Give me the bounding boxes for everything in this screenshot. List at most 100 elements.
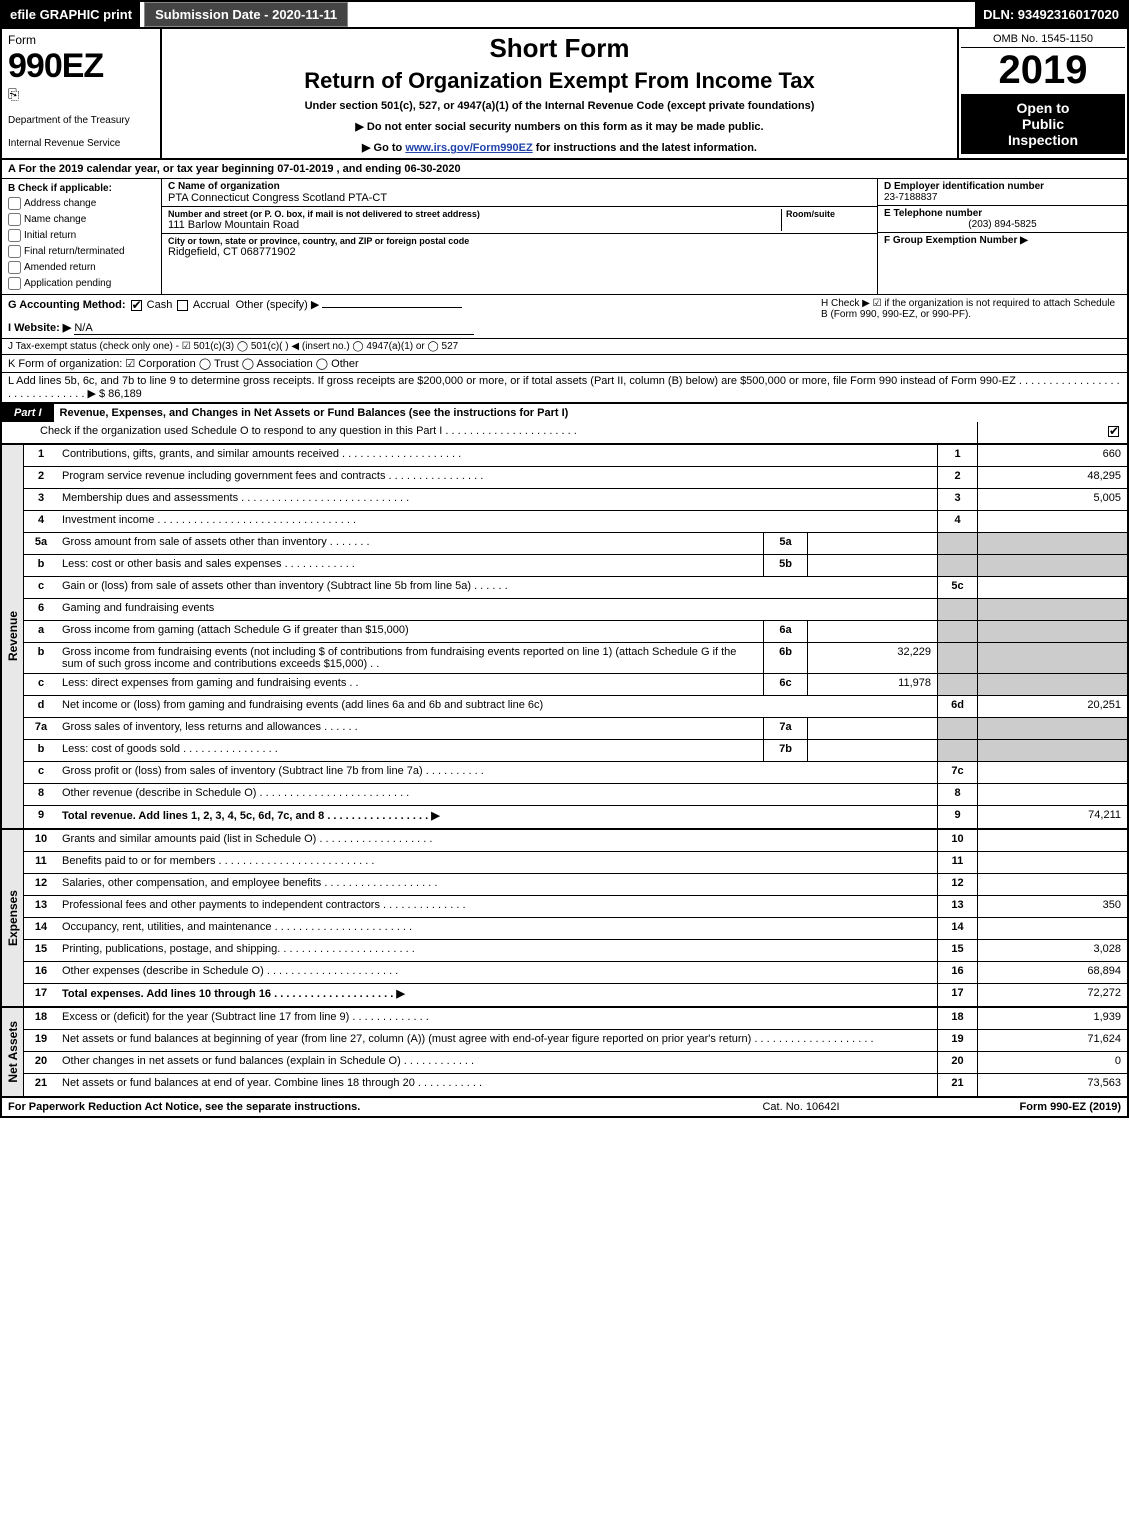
line-number: b bbox=[24, 555, 58, 576]
subline-3: ▶ Go to www.irs.gov/Form990EZ for instru… bbox=[168, 141, 951, 154]
sub-line-number: 6b bbox=[763, 643, 807, 673]
line-number: 21 bbox=[24, 1074, 58, 1096]
chk-name-change[interactable] bbox=[8, 213, 21, 226]
line-description: Gross amount from sale of assets other t… bbox=[58, 533, 763, 554]
line-value: 350 bbox=[977, 896, 1127, 917]
footer-left: For Paperwork Reduction Act Notice, see … bbox=[8, 1101, 681, 1113]
chk-application-pending[interactable] bbox=[8, 277, 21, 290]
sub-line-number: 6c bbox=[763, 674, 807, 695]
chk-accrual[interactable] bbox=[177, 300, 188, 311]
line-number: b bbox=[24, 643, 58, 673]
website-value: N/A bbox=[74, 322, 92, 334]
line-value: 71,624 bbox=[977, 1030, 1127, 1051]
revenue-section: Revenue 1Contributions, gifts, grants, a… bbox=[2, 444, 1127, 828]
line-col-number: 1 bbox=[937, 445, 977, 466]
open-2: Public bbox=[965, 116, 1121, 132]
table-row: 8Other revenue (describe in Schedule O) … bbox=[24, 784, 1127, 806]
line-number: 13 bbox=[24, 896, 58, 917]
line-value: 1,939 bbox=[977, 1008, 1127, 1029]
chk-initial-return[interactable] bbox=[8, 229, 21, 242]
line-number: 19 bbox=[24, 1030, 58, 1051]
part-1-header: Part I Revenue, Expenses, and Changes in… bbox=[2, 403, 1127, 422]
line-col-number: 10 bbox=[937, 830, 977, 851]
part-1-checkbox[interactable] bbox=[1108, 426, 1119, 437]
table-row: 4Investment income . . . . . . . . . . .… bbox=[24, 511, 1127, 533]
line-description: Other changes in net assets or fund bala… bbox=[58, 1052, 937, 1073]
line-value bbox=[977, 918, 1127, 939]
line-col-number: 20 bbox=[937, 1052, 977, 1073]
line-number: 4 bbox=[24, 511, 58, 532]
line-description: Gaming and fundraising events bbox=[58, 599, 937, 620]
line-number: 5a bbox=[24, 533, 58, 554]
sub-line-value bbox=[807, 740, 937, 761]
tax-year: 2019 bbox=[961, 50, 1125, 90]
line-description: Other revenue (describe in Schedule O) .… bbox=[58, 784, 937, 805]
line-a-tax-year: A For the 2019 calendar year, or tax yea… bbox=[2, 160, 1127, 179]
sub-line-number: 6a bbox=[763, 621, 807, 642]
line-value: 48,295 bbox=[977, 467, 1127, 488]
irs-label: Internal Revenue Service bbox=[8, 138, 154, 149]
chk-cash[interactable] bbox=[131, 300, 142, 311]
netassets-vtab: Net Assets bbox=[2, 1008, 24, 1096]
line-description: Grants and similar amounts paid (list in… bbox=[58, 830, 937, 851]
shaded-cell bbox=[977, 555, 1127, 576]
shaded-cell bbox=[937, 643, 977, 673]
shaded-cell bbox=[937, 674, 977, 695]
lbl-final-return: Final return/terminated bbox=[24, 246, 125, 257]
line-col-number: 6d bbox=[937, 696, 977, 717]
box-b-label: B Check if applicable: bbox=[8, 183, 155, 194]
line-description: Gross income from gaming (attach Schedul… bbox=[58, 621, 763, 642]
irs-link[interactable]: www.irs.gov/Form990EZ bbox=[405, 142, 532, 154]
chk-final-return[interactable] bbox=[8, 245, 21, 258]
sub-line-value: 32,229 bbox=[807, 643, 937, 673]
chk-amended-return[interactable] bbox=[8, 261, 21, 274]
form-990ez-page: efile GRAPHIC print Submission Date - 20… bbox=[0, 0, 1129, 1118]
line-value: 3,028 bbox=[977, 940, 1127, 961]
line-number: b bbox=[24, 740, 58, 761]
header-mid: Short Form Return of Organization Exempt… bbox=[162, 29, 957, 158]
addr-value: 111 Barlow Mountain Road bbox=[168, 219, 781, 231]
line-description: Printing, publications, postage, and shi… bbox=[58, 940, 937, 961]
line-description: Less: cost of goods sold . . . . . . . .… bbox=[58, 740, 763, 761]
table-row: 13Professional fees and other payments t… bbox=[24, 896, 1127, 918]
top-bar: efile GRAPHIC print Submission Date - 20… bbox=[2, 2, 1127, 29]
addr-label: Number and street (or P. O. box, if mail… bbox=[168, 209, 781, 219]
line-description: Gross sales of inventory, less returns a… bbox=[58, 718, 763, 739]
room-label: Room/suite bbox=[786, 209, 871, 219]
line-number: 18 bbox=[24, 1008, 58, 1029]
box-c: C Name of organization PTA Connecticut C… bbox=[162, 179, 877, 294]
box-c-label: C Name of organization bbox=[168, 181, 871, 192]
city-label: City or town, state or province, country… bbox=[168, 236, 871, 246]
table-row: 9Total revenue. Add lines 1, 2, 3, 4, 5c… bbox=[24, 806, 1127, 828]
efile-print-button[interactable]: efile GRAPHIC print bbox=[2, 2, 140, 27]
shaded-cell bbox=[937, 555, 977, 576]
line-value bbox=[977, 852, 1127, 873]
line-l: L Add lines 5b, 6c, and 7b to line 9 to … bbox=[2, 373, 1127, 403]
table-row: 11Benefits paid to or for members . . . … bbox=[24, 852, 1127, 874]
chk-address-change[interactable] bbox=[8, 197, 21, 210]
line-number: 15 bbox=[24, 940, 58, 961]
line-description: Benefits paid to or for members . . . . … bbox=[58, 852, 937, 873]
line-number: d bbox=[24, 696, 58, 717]
line-description: Net assets or fund balances at beginning… bbox=[58, 1030, 937, 1051]
table-row: bGross income from fundraising events (n… bbox=[24, 643, 1127, 674]
line-description: Occupancy, rent, utilities, and maintena… bbox=[58, 918, 937, 939]
spacer bbox=[348, 2, 975, 27]
return-title: Return of Organization Exempt From Incom… bbox=[168, 68, 951, 94]
line-col-number: 3 bbox=[937, 489, 977, 510]
table-row: 12Salaries, other compensation, and empl… bbox=[24, 874, 1127, 896]
line-g-h: G Accounting Method: Cash Accrual Other … bbox=[2, 295, 1127, 339]
shaded-cell bbox=[937, 621, 977, 642]
line-description: Excess or (deficit) for the year (Subtra… bbox=[58, 1008, 937, 1029]
line-value bbox=[977, 784, 1127, 805]
expenses-vtab-label: Expenses bbox=[6, 890, 20, 946]
org-name: PTA Connecticut Congress Scotland PTA-CT bbox=[168, 192, 871, 204]
line-l-value: 86,189 bbox=[108, 388, 142, 400]
table-row: bLess: cost of goods sold . . . . . . . … bbox=[24, 740, 1127, 762]
phone-value: (203) 894-5825 bbox=[884, 219, 1121, 230]
line-description: Gross profit or (loss) from sales of inv… bbox=[58, 762, 937, 783]
header-left: Form 990EZ ⎘ Department of the Treasury … bbox=[2, 29, 162, 158]
box-f-label: F Group Exemption Number ▶ bbox=[884, 235, 1121, 246]
subline-1: Under section 501(c), 527, or 4947(a)(1)… bbox=[168, 100, 951, 112]
line-number: c bbox=[24, 577, 58, 598]
